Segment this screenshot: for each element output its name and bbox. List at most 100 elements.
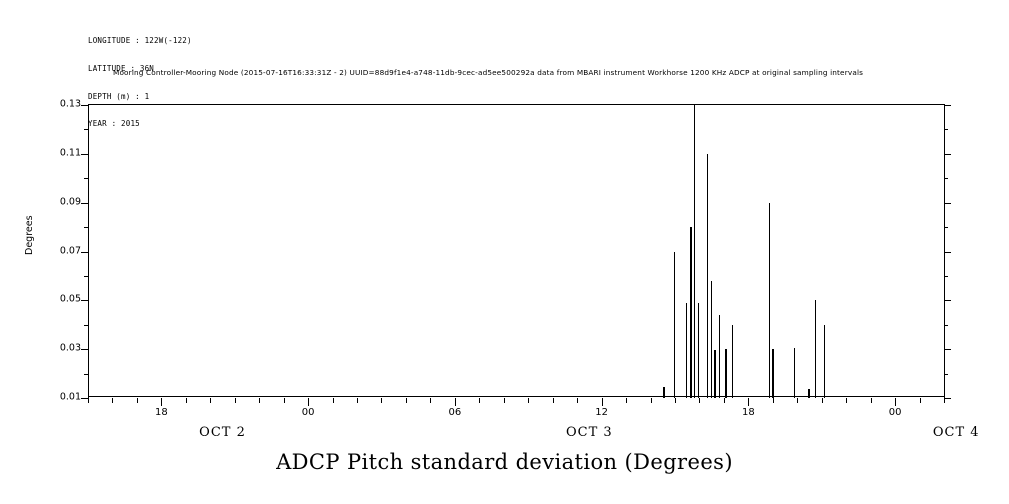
y-axis-labels: 0.01 0.03 0.05 0.07 0.09 0.11 0.13 — [38, 99, 81, 403]
metadata-line-latitude: LATITUDE : 36N — [88, 64, 155, 74]
y-axis-tick — [81, 153, 88, 155]
data-spike — [732, 324, 734, 398]
x-axis-labels: 18000612180006 — [88, 407, 945, 421]
x-axis-minor-tick — [772, 398, 774, 403]
y-axis-left-spine — [88, 104, 89, 398]
x-axis-minor-tick — [283, 398, 285, 403]
x-axis-tick-label: 00 — [888, 407, 902, 418]
x-axis-minor-tick — [919, 398, 921, 403]
data-spike — [689, 227, 692, 398]
y-axis-tick — [81, 398, 88, 399]
y-axis-minor-tick — [84, 373, 88, 375]
plot-area — [81, 104, 951, 399]
x-axis-minor-tick — [846, 398, 848, 403]
data-spike — [769, 202, 771, 398]
x-axis-minor-tick — [944, 398, 945, 403]
x-axis-tick — [454, 398, 456, 406]
y-axis-tick-label: 0.13 — [59, 98, 81, 110]
y-axis-minor-tick — [84, 178, 88, 180]
y-axis-minor-tick — [944, 373, 948, 375]
x-axis-tick-label: 18 — [154, 407, 168, 418]
y-axis-tick — [944, 153, 951, 155]
metadata-line-longitude: LONGITUDE : 122W(-122) — [88, 36, 192, 46]
data-spike — [807, 389, 810, 398]
y-axis-right-spine — [944, 104, 945, 398]
x-axis-minor-tick — [479, 398, 481, 403]
y-axis-tick — [81, 105, 88, 106]
x-axis-minor-tick — [797, 398, 799, 403]
x-axis-day-label: OCT 4 — [932, 425, 980, 440]
y-axis-tick-label: 0.09 — [59, 196, 81, 208]
x-axis-minor-tick — [88, 398, 89, 403]
y-axis-tick-label: 0.01 — [59, 391, 81, 403]
x-axis-tick-label: 12 — [595, 407, 608, 418]
data-spike — [673, 251, 675, 398]
y-axis-minor-tick — [944, 275, 948, 277]
x-axis-minor-tick — [626, 398, 628, 403]
chart-subtitle: Mooring Controller-Mooring Node (2015-07… — [113, 68, 864, 77]
y-axis-tick — [944, 251, 951, 253]
y-axis-minor-tick — [944, 178, 948, 180]
x-axis-minor-tick — [821, 398, 823, 403]
y-axis-tick-label: 0.11 — [59, 147, 81, 159]
data-spike — [698, 302, 700, 398]
x-axis-day-label: OCT 3 — [566, 425, 613, 440]
y-axis-tick — [944, 105, 951, 106]
data-series-spikes — [88, 105, 944, 398]
y-axis-tick-label: 0.05 — [59, 293, 81, 305]
data-spike — [824, 324, 826, 398]
y-axis-tick — [944, 202, 951, 204]
metadata-line-year: YEAR : 2015 — [88, 119, 140, 129]
x-axis-minor-tick — [528, 398, 530, 403]
x-axis-minor-tick — [503, 398, 505, 403]
y-axis-title: Degrees — [24, 215, 35, 255]
chart-title: ADCP Pitch standard deviation (Degrees) — [276, 450, 733, 474]
y-axis-tick-label: 0.07 — [59, 245, 81, 256]
x-axis-minor-tick — [430, 398, 432, 403]
x-axis-tick-label: 00 — [301, 407, 315, 418]
x-axis-minor-tick — [577, 398, 579, 403]
x-axis-tick — [895, 398, 897, 406]
x-axis-minor-tick — [552, 398, 554, 403]
x-axis-day-labels: OCT 2 OCT 3 OCT 4 — [88, 425, 978, 443]
x-axis-day-label: OCT 2 — [199, 425, 246, 440]
y-axis-tick-label: 0.03 — [59, 342, 81, 354]
x-axis-minor-tick — [185, 398, 187, 403]
x-axis-minor-tick — [381, 398, 383, 403]
data-spike — [711, 280, 713, 398]
data-spike — [706, 153, 708, 398]
x-axis-minor-tick — [405, 398, 407, 403]
y-axis-tick — [81, 202, 88, 204]
metadata-line-depth: DEPTH (m) : 1 — [88, 91, 150, 101]
y-axis-minor-tick — [944, 129, 948, 131]
x-axis-minor-tick — [112, 398, 114, 403]
x-axis-minor-tick — [210, 398, 212, 403]
x-axis-minor-tick — [723, 398, 725, 403]
data-spike — [718, 314, 720, 398]
data-spike — [771, 349, 774, 398]
x-axis-tick — [601, 398, 603, 406]
y-axis-minor-tick — [944, 227, 948, 229]
x-axis-minor-tick — [234, 398, 236, 403]
y-axis-minor-tick — [84, 227, 88, 229]
x-axis-minor-tick — [650, 398, 652, 403]
data-spike — [694, 105, 696, 398]
x-axis-minor-tick — [674, 398, 676, 403]
y-axis-minor-tick — [944, 324, 948, 326]
x-axis-minor-tick — [332, 398, 334, 403]
data-spike — [663, 387, 666, 398]
y-axis-tick — [81, 300, 88, 302]
x-axis-minor-tick — [870, 398, 872, 403]
y-axis-minor-tick — [84, 324, 88, 326]
metadata-block: LONGITUDE : 122W(-122) LATITUDE : 36N DE… — [88, 18, 192, 138]
y-axis-tick — [944, 300, 951, 302]
y-axis-minor-tick — [84, 129, 88, 131]
data-spike — [814, 300, 816, 398]
data-spike — [793, 347, 795, 398]
x-axis-tick-label: 18 — [741, 407, 755, 418]
data-spike — [724, 349, 727, 398]
y-axis-minor-tick — [84, 275, 88, 277]
data-spike — [714, 350, 717, 398]
x-axis-minor-tick — [699, 398, 701, 403]
y-axis-tick — [81, 251, 88, 253]
